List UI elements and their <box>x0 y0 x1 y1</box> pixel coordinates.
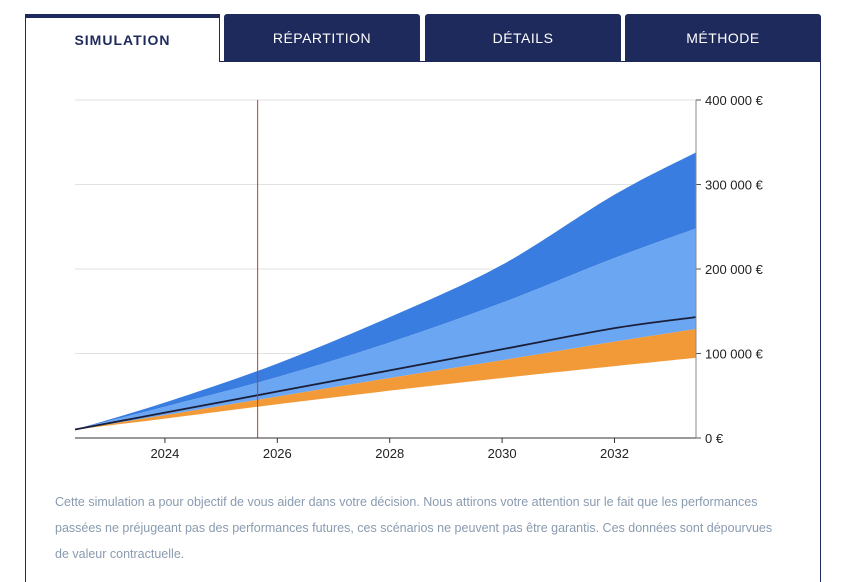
tab-methode-label: MÉTHODE <box>686 30 760 46</box>
x-tick-label: 2028 <box>375 446 404 461</box>
tab-methode[interactable]: MÉTHODE <box>625 14 821 62</box>
tab-details[interactable]: DÉTAILS <box>425 14 621 62</box>
x-tick-label: 2032 <box>600 446 629 461</box>
chart-areas <box>74 100 697 438</box>
simulation-chart: 0 € 100 000 € 200 000 € 300 000 € 400 000 € 2… <box>74 93 764 461</box>
panel-top-border <box>220 61 821 62</box>
y-tick-label: 300 000 € <box>705 178 764 193</box>
area-defavorable <box>75 328 696 430</box>
y-tick-label: 200 000 € <box>705 262 764 277</box>
tab-bar: SIMULATION RÉPARTITION DÉTAILS MÉTHODE <box>25 14 821 62</box>
tab-repartition-label: RÉPARTITION <box>272 30 372 46</box>
line-capital-investi <box>74 316 697 431</box>
tab-simulation[interactable]: SIMULATION <box>25 14 220 62</box>
simulation-panel <box>25 62 821 582</box>
y-tick-label: 100 000 € <box>705 347 764 362</box>
x-tick-label: 2024 <box>150 446 179 461</box>
chart-axes: 0 € 100 000 € 200 000 € 300 000 € 400 000 € 2… <box>75 93 764 461</box>
x-tick-label: 2030 <box>488 446 517 461</box>
tab-simulation-label: SIMULATION <box>74 32 171 48</box>
y-tick-label: 0 € <box>705 431 724 446</box>
x-tick-label: 2026 <box>263 446 292 461</box>
y-tick-label: 400 000 € <box>705 93 764 108</box>
area-median <box>75 228 696 430</box>
tab-repartition[interactable]: RÉPARTITION <box>224 14 420 62</box>
tab-details-label: DÉTAILS <box>492 30 554 46</box>
disclaimer-text: Cette simulation a pour objectif de vous… <box>55 495 773 561</box>
